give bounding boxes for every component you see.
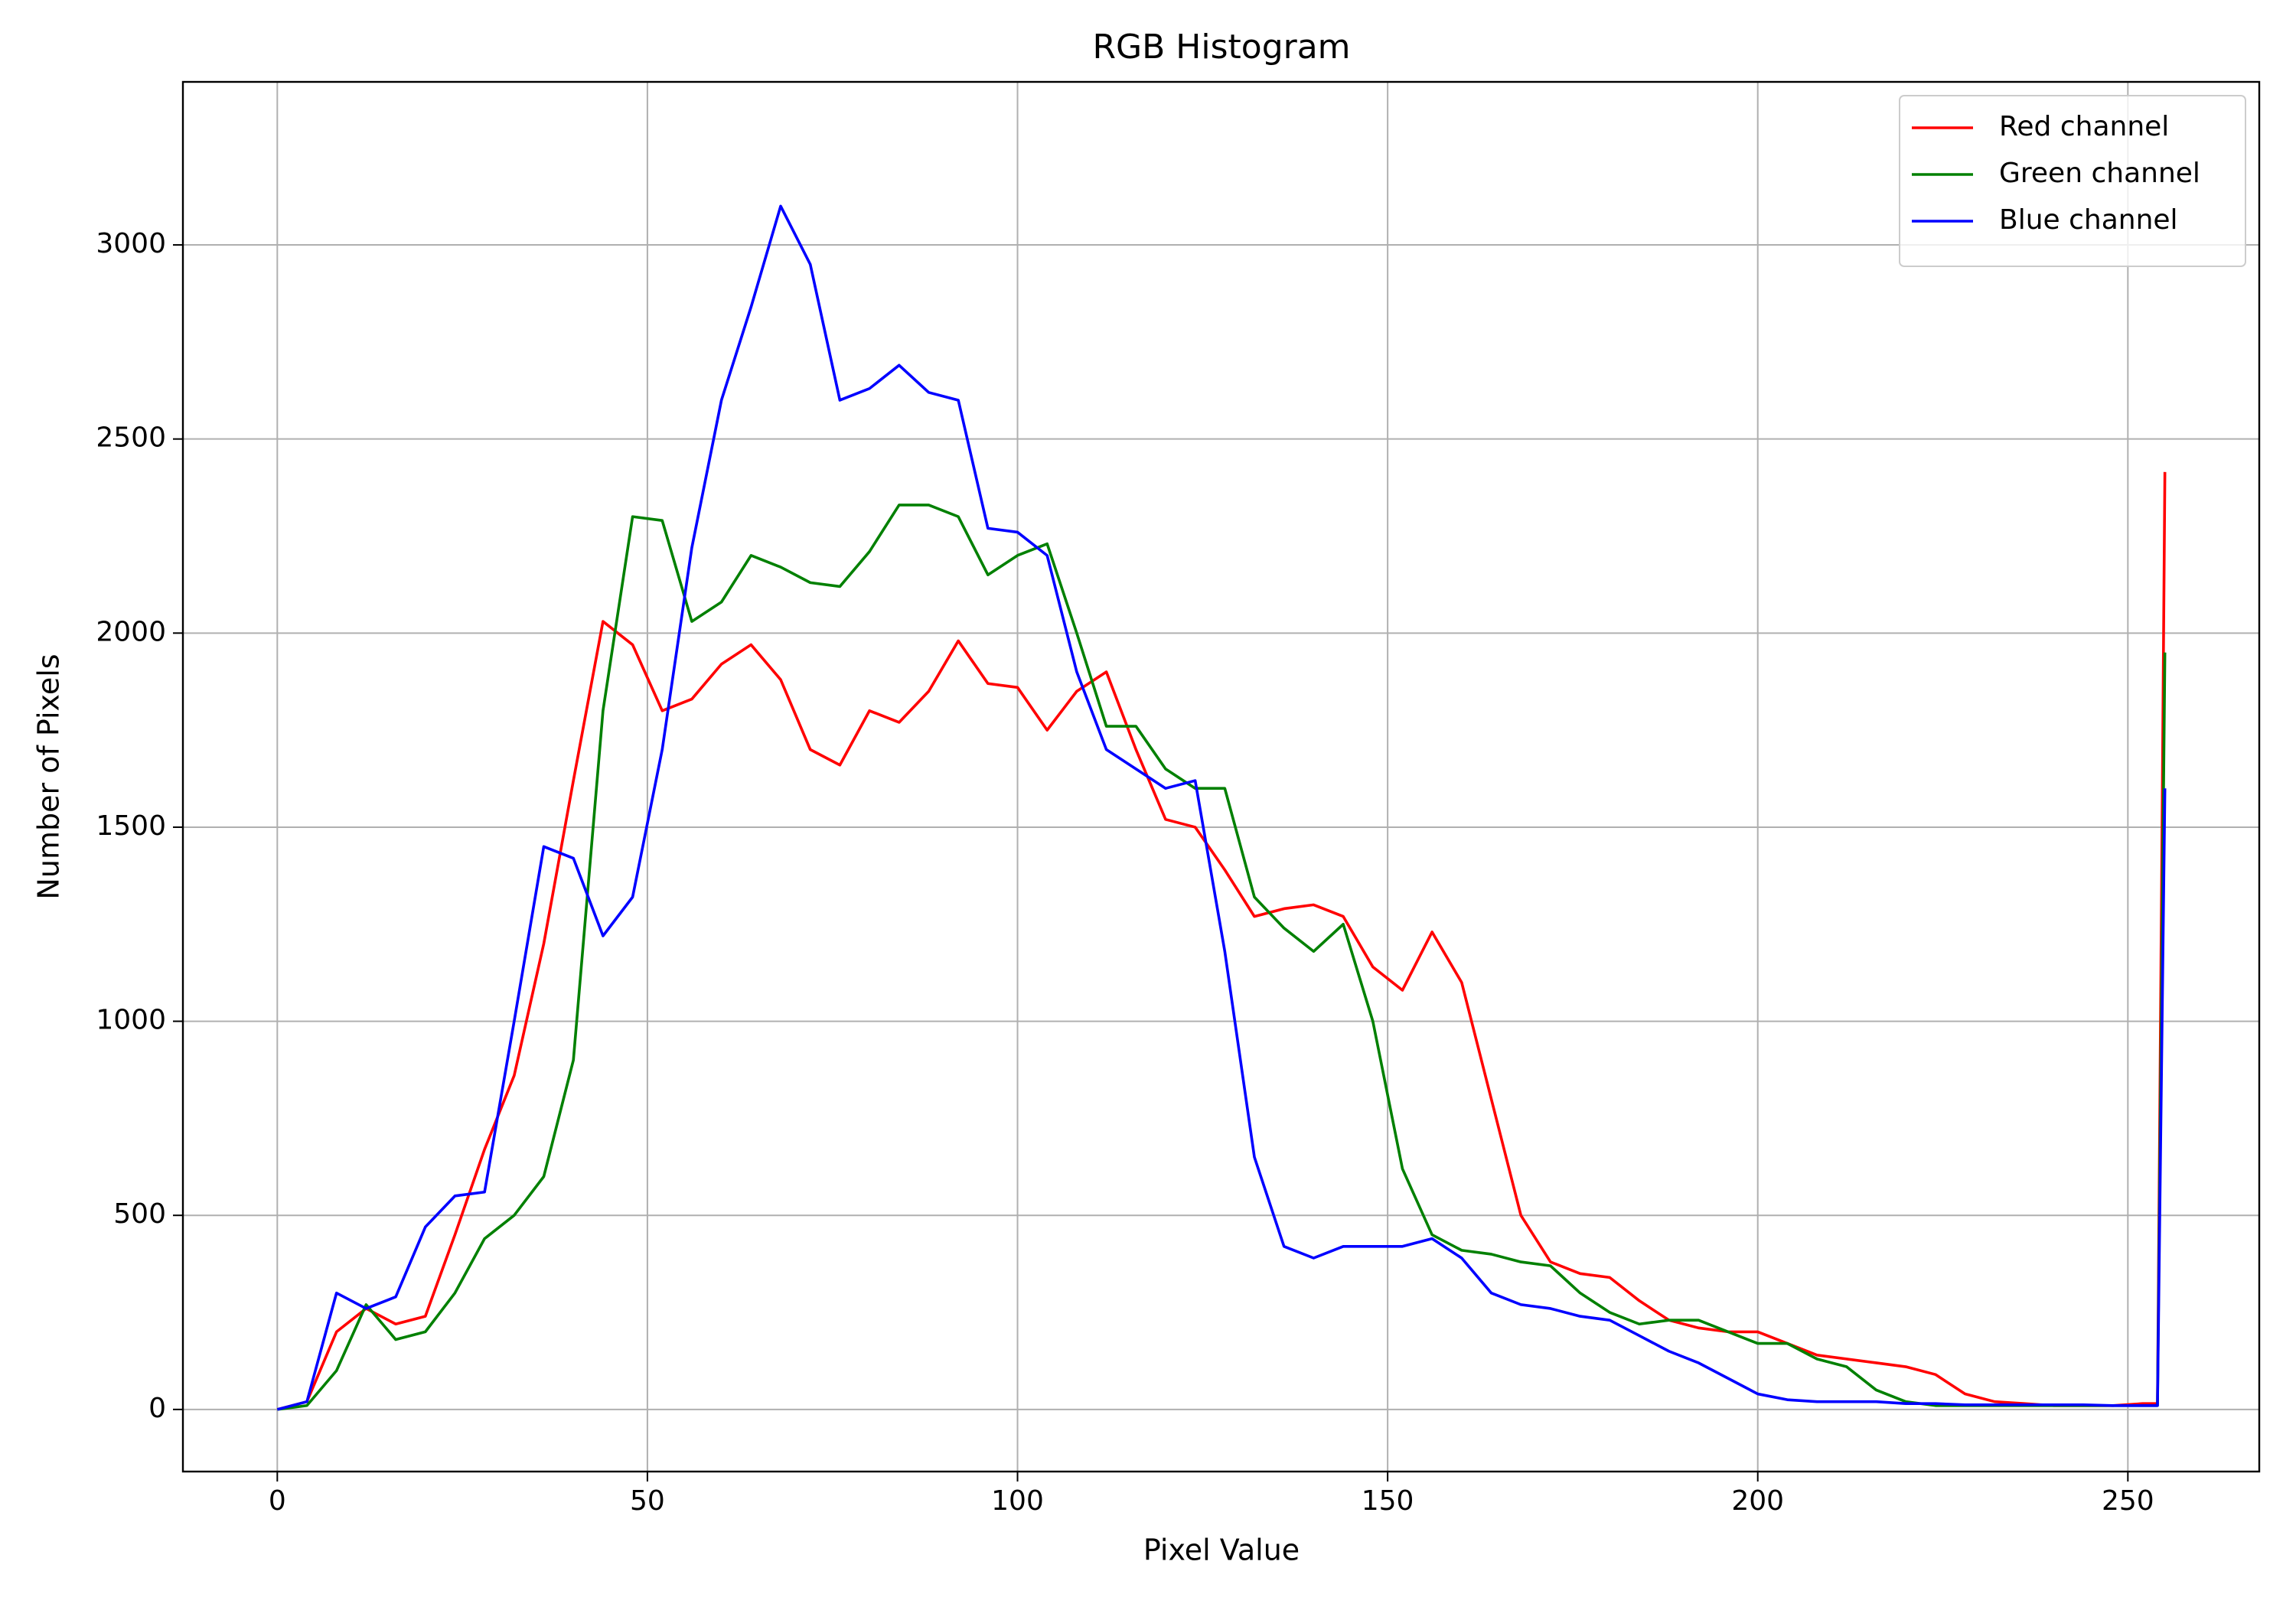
y-tick-label: 1000: [96, 1005, 166, 1036]
legend-label: Green channel: [1999, 158, 2200, 189]
line: [277, 504, 2167, 1411]
y-tick-label: 500: [113, 1198, 166, 1230]
y-tick-label: 0: [148, 1393, 166, 1424]
x-tick-label: 100: [991, 1485, 1044, 1517]
x-tick-label: 200: [1731, 1485, 1784, 1517]
y-tick-label: 2500: [96, 422, 166, 454]
legend-label: Red channel: [1999, 111, 2169, 142]
x-axis-label: Pixel Value: [1143, 1534, 1300, 1567]
x-tick-label: 250: [2102, 1485, 2154, 1517]
y-tick-label: 1500: [96, 810, 166, 842]
line: [276, 471, 2167, 1411]
x-tick-label: 50: [630, 1485, 665, 1517]
chart-title: RGB Histogram: [1092, 28, 1350, 67]
x-tick-label: 0: [269, 1485, 286, 1517]
y-tick-label: 2000: [96, 616, 166, 647]
legend-box: [1899, 95, 2246, 267]
x-tick-label: 150: [1362, 1485, 1414, 1517]
legend-label: Blue channel: [1999, 204, 2178, 236]
plot-frame: [181, 80, 2261, 1473]
y-axis-label: Number of Pixels: [32, 654, 66, 899]
y-tick-label: 3000: [96, 228, 166, 259]
line: [276, 204, 2167, 1411]
